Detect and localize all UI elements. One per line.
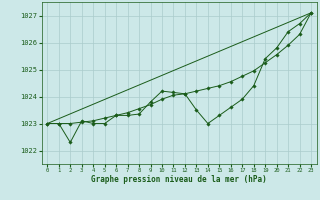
X-axis label: Graphe pression niveau de la mer (hPa): Graphe pression niveau de la mer (hPa) (91, 175, 267, 184)
